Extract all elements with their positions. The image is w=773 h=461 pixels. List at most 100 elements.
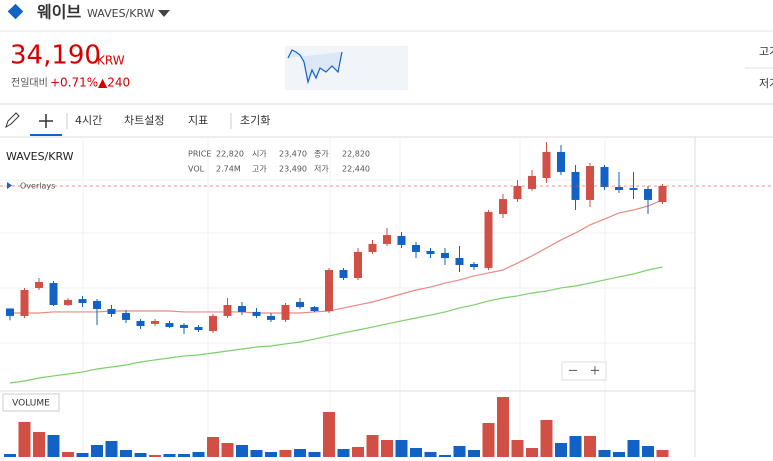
volume-bar xyxy=(323,412,335,457)
candle-body xyxy=(528,175,536,189)
volume-bar xyxy=(656,450,669,457)
price: 34,190 xyxy=(10,41,101,71)
candle-body xyxy=(354,251,362,278)
volume-bar xyxy=(91,445,103,457)
volume-bar xyxy=(468,450,480,457)
candle-body xyxy=(165,323,174,328)
info-label: 저가 xyxy=(314,165,329,174)
volume-bar xyxy=(207,437,219,457)
candle-body xyxy=(513,186,522,200)
volume-bar xyxy=(105,441,118,457)
candle-body xyxy=(93,300,101,309)
reset-button[interactable]: 초기화 xyxy=(240,114,270,127)
candle-body xyxy=(209,315,217,332)
volume-bar xyxy=(584,436,596,457)
moving-average xyxy=(9,266,663,384)
coin-name: 웨이브 xyxy=(37,3,81,22)
info-label: 종가 xyxy=(314,150,329,159)
candle-body xyxy=(64,299,72,305)
candle-body xyxy=(499,199,507,214)
volume-bar xyxy=(76,453,89,457)
volume-bar xyxy=(482,423,495,457)
info-label: PRICE xyxy=(188,150,211,159)
candle-body xyxy=(281,304,290,320)
volume-bar xyxy=(337,449,350,457)
candle-body xyxy=(484,211,493,268)
volume-bar xyxy=(598,450,611,457)
volume-bar xyxy=(134,453,147,457)
candle-body xyxy=(600,167,609,188)
candle-body xyxy=(542,151,551,178)
volume-bar xyxy=(497,397,509,457)
plot xyxy=(0,142,773,457)
volume-label: VOLUME xyxy=(12,399,50,409)
volume-bar xyxy=(627,440,640,457)
candle-body xyxy=(310,307,319,312)
volume-bar xyxy=(366,435,379,457)
volume-bar xyxy=(540,420,553,457)
volume-bar xyxy=(439,455,451,457)
candle-body xyxy=(368,243,377,252)
candle-body xyxy=(194,327,203,330)
volume-bar xyxy=(395,440,408,457)
volume-bar xyxy=(236,445,248,457)
candle-body xyxy=(426,251,435,254)
candle-body xyxy=(151,320,159,324)
change-pct: +0.71% xyxy=(50,76,98,90)
currency: KRW xyxy=(97,54,125,68)
candle-body xyxy=(586,166,594,200)
indicators-button[interactable]: 지표 xyxy=(188,114,208,127)
volume-tag xyxy=(2,393,60,412)
volume-bar xyxy=(163,454,176,457)
volume-bar xyxy=(221,443,234,457)
zoom-out[interactable]: − xyxy=(568,364,579,379)
candle-body xyxy=(122,312,130,320)
sparkline xyxy=(287,49,343,85)
volume-bar xyxy=(18,422,31,457)
info-label: 고가 xyxy=(252,165,267,174)
dropdown-arrow[interactable] xyxy=(158,10,170,17)
candle-body xyxy=(238,306,246,312)
volume-bar xyxy=(149,455,161,457)
moving-average xyxy=(10,199,663,314)
info-label: VOL xyxy=(188,165,205,174)
info-value: 2.74M xyxy=(216,165,241,174)
sparkline-bg xyxy=(285,46,408,90)
candle-body xyxy=(136,320,145,326)
candle-body xyxy=(557,151,565,172)
candle-body xyxy=(397,235,406,245)
volume-bar xyxy=(178,454,190,457)
volume-bar xyxy=(410,448,422,457)
info-value: 23,490 xyxy=(279,165,307,174)
volume-bar xyxy=(250,450,263,457)
candle-body xyxy=(223,304,232,316)
volume-bar xyxy=(265,452,277,457)
volume-bar xyxy=(526,448,538,457)
volume-bar xyxy=(279,450,292,457)
candle-body xyxy=(267,315,275,320)
candle-body xyxy=(325,270,333,312)
candle-body xyxy=(49,283,58,305)
change-label: 전일대비 xyxy=(11,77,48,89)
volume-bar xyxy=(555,443,567,457)
zoom-in[interactable]: + xyxy=(590,364,601,379)
candle-body xyxy=(107,308,116,314)
chart-title: WAVES/KRW xyxy=(6,150,74,163)
draw-tool[interactable] xyxy=(5,112,20,129)
interval-button[interactable]: 4시간 xyxy=(75,114,102,127)
volume-bar xyxy=(192,452,205,457)
overlays-arrow[interactable] xyxy=(7,182,12,189)
candle-body xyxy=(615,187,623,190)
volume-bar xyxy=(308,452,321,457)
volume-bar xyxy=(33,432,45,457)
candle-body xyxy=(252,311,261,316)
candle-body xyxy=(441,252,449,258)
volume-bar xyxy=(294,449,306,457)
volume-bar xyxy=(120,450,132,457)
candle-body xyxy=(20,290,29,316)
candle-body xyxy=(6,308,14,316)
info-label: 시가 xyxy=(252,150,267,159)
candle-body xyxy=(658,186,667,202)
settings-button[interactable]: 차트설정 xyxy=(124,114,164,127)
candle-body xyxy=(339,270,348,278)
